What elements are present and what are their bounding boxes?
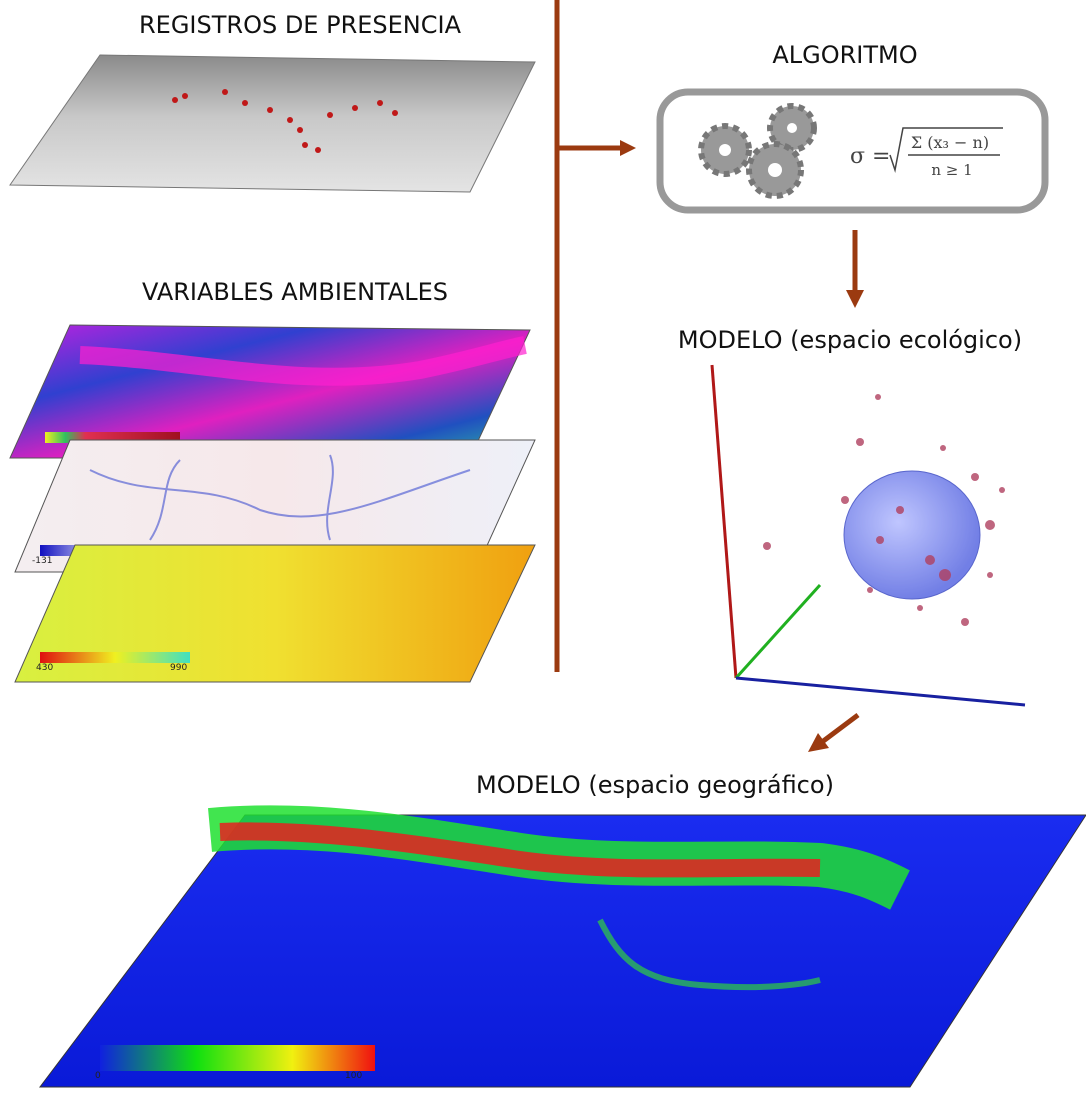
layer-3	[14, 544, 536, 683]
suitability-peak	[219, 822, 821, 878]
niche-sphere	[843, 470, 981, 600]
occurrence-points	[763, 394, 1005, 626]
layer-2-legend-min: -131	[32, 556, 52, 566]
gear-holes	[719, 123, 797, 177]
formula-numerator: Σ (x₃ − n)	[911, 133, 989, 152]
layer-1-ridge	[79, 336, 527, 386]
presence-points	[172, 89, 398, 153]
layer-3-legend-max: 990	[170, 663, 187, 673]
formula-lhs: σ =	[850, 144, 890, 169]
geographic-legend-max: 100	[345, 1071, 362, 1081]
formula-denominator: n ≥ 1	[931, 161, 972, 179]
axes-3d	[710, 364, 1026, 707]
geographic-legend	[100, 1045, 375, 1071]
title-presence: REGISTROS DE PRESENCIA	[139, 11, 462, 39]
formula-root	[889, 127, 1003, 173]
presence-map	[9, 54, 536, 193]
connectors	[554, 0, 864, 752]
title-variables: VARIABLES AMBIENTALES	[142, 278, 448, 306]
title-algorithm: ALGORITMO	[772, 41, 917, 69]
title-geographic-model: MODELO (espacio geográfico)	[476, 771, 834, 799]
suitability-secondary	[597, 918, 821, 991]
layer-3-legend-min: 430	[36, 663, 53, 673]
layer-3-legend	[40, 652, 190, 663]
layer-2-drainage	[89, 454, 471, 541]
title-ecological-model: MODELO (espacio ecológico)	[678, 326, 1022, 354]
layer-1-legend	[45, 432, 180, 443]
geographic-legend-min: 0	[95, 1071, 101, 1081]
